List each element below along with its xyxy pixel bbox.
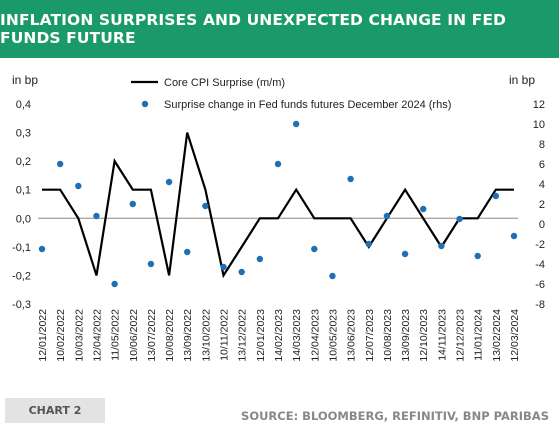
right-axis-tick-label: 2 xyxy=(539,199,545,211)
series-point-fed-funds xyxy=(492,192,500,200)
series-point-fed-funds xyxy=(456,215,463,223)
series-point-fed-funds xyxy=(38,245,46,253)
source-note: SOURCE: BLOOMBERG, REFINITIV, BNP PARIBA… xyxy=(241,409,549,423)
series-point-fed-funds xyxy=(474,252,481,260)
left-axis-tick-label: 0,3 xyxy=(16,128,31,140)
x-axis-tick-label: 13/06/2023 xyxy=(346,309,358,362)
x-axis-tick-label: 13/12/2022 xyxy=(237,309,249,362)
series-point-fed-funds xyxy=(220,263,227,271)
legend-label-core-cpi: Core CPI Surprise (m/m) xyxy=(164,77,285,89)
right-axis-tick-label: -2 xyxy=(535,239,545,251)
x-axis-tick-label: 10/05/2023 xyxy=(327,309,339,362)
chart-area: in bp in bp 0,4 0,3 0,2 0,1 0,0 -0,1 -0,2 -0,3 12 1… xyxy=(12,73,545,362)
right-axis-tick-label: -4 xyxy=(535,259,545,271)
right-axis-tick-label: 8 xyxy=(539,139,545,151)
right-axis-tick-label: 0 xyxy=(539,219,545,231)
series-point-fed-funds xyxy=(256,255,264,263)
left-axis-tick-label: 0,0 xyxy=(16,213,31,225)
left-axis-tick-label: 0,1 xyxy=(16,185,31,197)
x-axis-tick-label: 12/01/2022 xyxy=(37,309,49,362)
x-axis-tick-label: 14/03/2023 xyxy=(291,309,303,362)
series-point-fed-funds xyxy=(238,268,245,276)
series-line-core-cpi xyxy=(42,132,514,279)
left-axis-tick-label: -0,2 xyxy=(12,270,31,282)
series-point-fed-funds xyxy=(401,250,409,258)
right-axis-tick-label: 4 xyxy=(539,179,545,191)
title-bar: INFLATION SURPRISES AND UNEXPECTED CHANG… xyxy=(0,0,559,58)
x-axis-tick-label: 14/11/2023 xyxy=(436,309,448,361)
left-axis-tick-label: 0,4 xyxy=(16,99,31,111)
x-axis-tick-label: 13/10/2022 xyxy=(200,309,212,362)
series-point-fed-funds xyxy=(56,160,64,168)
series-point-fed-funds xyxy=(365,240,372,248)
series-point-fed-funds xyxy=(311,245,318,253)
x-axis-tick-label: 10/06/2022 xyxy=(128,309,140,362)
x-axis-tick-label: 13/07/2022 xyxy=(146,309,158,362)
legend-label-fed-funds: Surprise change in Fed funds futures Dec… xyxy=(164,99,451,111)
series-point-fed-funds xyxy=(329,272,336,280)
series-point-fed-funds xyxy=(420,205,427,213)
x-axis-tick-label: 12/01/2023 xyxy=(255,309,267,362)
x-axis-tick-label: 12/04/2022 xyxy=(91,309,103,362)
x-axis-tick-label: 11/01/2024 xyxy=(473,309,485,361)
x-axis-tick-label: 10/03/2022 xyxy=(73,309,85,362)
right-axis-tick-label: 6 xyxy=(539,159,545,171)
x-axis-tick-label: 12/10/2023 xyxy=(418,309,430,362)
right-axis-tick-label: -6 xyxy=(535,279,545,291)
series-point-fed-funds xyxy=(147,260,155,268)
series-point-fed-funds xyxy=(383,212,391,220)
x-axis-tick-label: 10/08/2023 xyxy=(382,309,394,362)
series-point-fed-funds xyxy=(165,178,173,186)
series-point-fed-funds xyxy=(274,160,282,168)
chart-label: CHART 2 xyxy=(28,404,82,417)
right-axis-tick-label: 12 xyxy=(533,99,545,111)
series-point-fed-funds xyxy=(347,175,354,183)
legend-dot-swatch xyxy=(141,100,149,108)
x-axis-tick-label: 13/09/2022 xyxy=(182,309,194,362)
chart-label-badge: CHART 2 xyxy=(5,398,105,423)
x-axis-tick-label: 12/12/2023 xyxy=(455,309,467,362)
right-axis-tick-label: -8 xyxy=(535,299,545,311)
series-point-fed-funds xyxy=(75,182,82,190)
right-axis-unit-label: in bp xyxy=(509,73,535,87)
chart-title: INFLATION SURPRISES AND UNEXPECTED CHANG… xyxy=(0,11,507,47)
series-point-fed-funds xyxy=(438,242,445,250)
series-point-fed-funds xyxy=(292,120,300,128)
x-axis-tick-label: 12/04/2023 xyxy=(309,309,321,362)
x-axis-tick-label: 12/07/2023 xyxy=(364,309,376,362)
x-axis-tick-label: 10/11/2022 xyxy=(219,309,231,361)
series-point-fed-funds xyxy=(111,280,118,288)
series-point-fed-funds xyxy=(129,200,136,208)
x-axis-tick-label: 13/09/2023 xyxy=(400,309,412,362)
series-point-fed-funds xyxy=(184,248,191,256)
x-axis-tick-label: 14/02/2023 xyxy=(273,309,285,362)
right-axis-tick-label: 10 xyxy=(533,119,545,131)
left-axis-tick-label: -0,3 xyxy=(12,299,31,311)
left-axis-tick-label: 0,2 xyxy=(16,156,31,168)
series-point-fed-funds xyxy=(93,212,100,220)
left-axis-unit-label: in bp xyxy=(12,73,38,87)
x-axis-tick-label: 12/03/2024 xyxy=(509,309,521,362)
x-axis-tick-label: 10/02/2022 xyxy=(55,309,67,362)
x-axis-tick-label: 10/08/2022 xyxy=(164,309,176,362)
series-point-fed-funds xyxy=(202,202,209,210)
left-axis-tick-label: -0,1 xyxy=(12,242,31,254)
series-point-fed-funds xyxy=(510,232,518,240)
x-axis-tick-label: 13/02/2024 xyxy=(491,309,503,362)
x-axis-tick-label: 11/05/2022 xyxy=(110,309,122,361)
